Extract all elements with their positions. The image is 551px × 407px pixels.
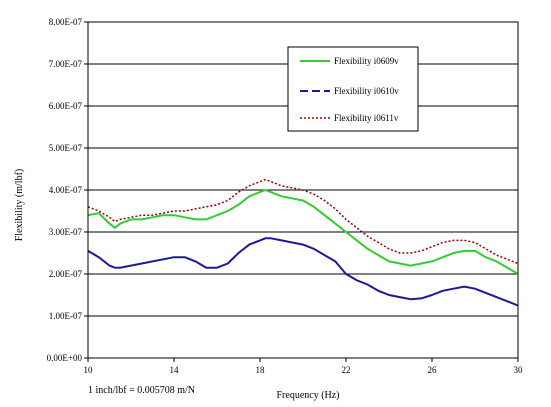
y-tick-label: 0.00E+00 <box>47 353 83 363</box>
y-axis-title: Flexibility (m/lbf) <box>14 169 25 242</box>
data-series <box>87 178 519 307</box>
y-tick-label: 2.00E-07 <box>49 269 83 279</box>
y-axis-ticks: 0.00E+00 1.00E-07 2.00E-07 3.00E-07 4.00E-07… <box>47 17 88 363</box>
legend: Flexibility i0609v Flexibility i0610v Fl… <box>287 46 419 132</box>
series-line-0 <box>87 189 519 275</box>
series-line-2 <box>87 178 519 265</box>
legend-label-i0611v: Flexibility i0611v <box>334 113 399 123</box>
x-axis-ticks: 10 14 18 22 26 30 <box>84 358 524 375</box>
y-tick-label: 8.00E-07 <box>49 17 83 27</box>
x-tick-label: 26 <box>428 365 438 375</box>
x-tick-label: 14 <box>170 365 180 375</box>
conversion-note: 1 inch/lbf = 0.005708 m/N <box>88 385 195 396</box>
legend-label-i0610v: Flexibility i0610v <box>334 86 399 96</box>
x-tick-label: 30 <box>514 365 524 375</box>
y-tick-label: 7.00E-07 <box>49 59 83 69</box>
x-tick-label: 22 <box>342 365 351 375</box>
y-tick-label: 4.00E-07 <box>49 185 83 195</box>
y-tick-label: 1.00E-07 <box>49 311 83 321</box>
y-tick-label: 6.00E-07 <box>49 101 83 111</box>
y-tick-label: 3.00E-07 <box>49 227 83 237</box>
x-tick-label: 18 <box>256 365 266 375</box>
plot-area-frame <box>87 21 519 359</box>
y-tick-label: 5.00E-07 <box>49 143 83 153</box>
x-tick-label: 10 <box>84 365 94 375</box>
legend-label-i0609v: Flexibility i0609v <box>334 56 399 66</box>
x-axis-title: Frequency (Hz) <box>276 390 339 401</box>
series-line-1 <box>87 237 519 307</box>
